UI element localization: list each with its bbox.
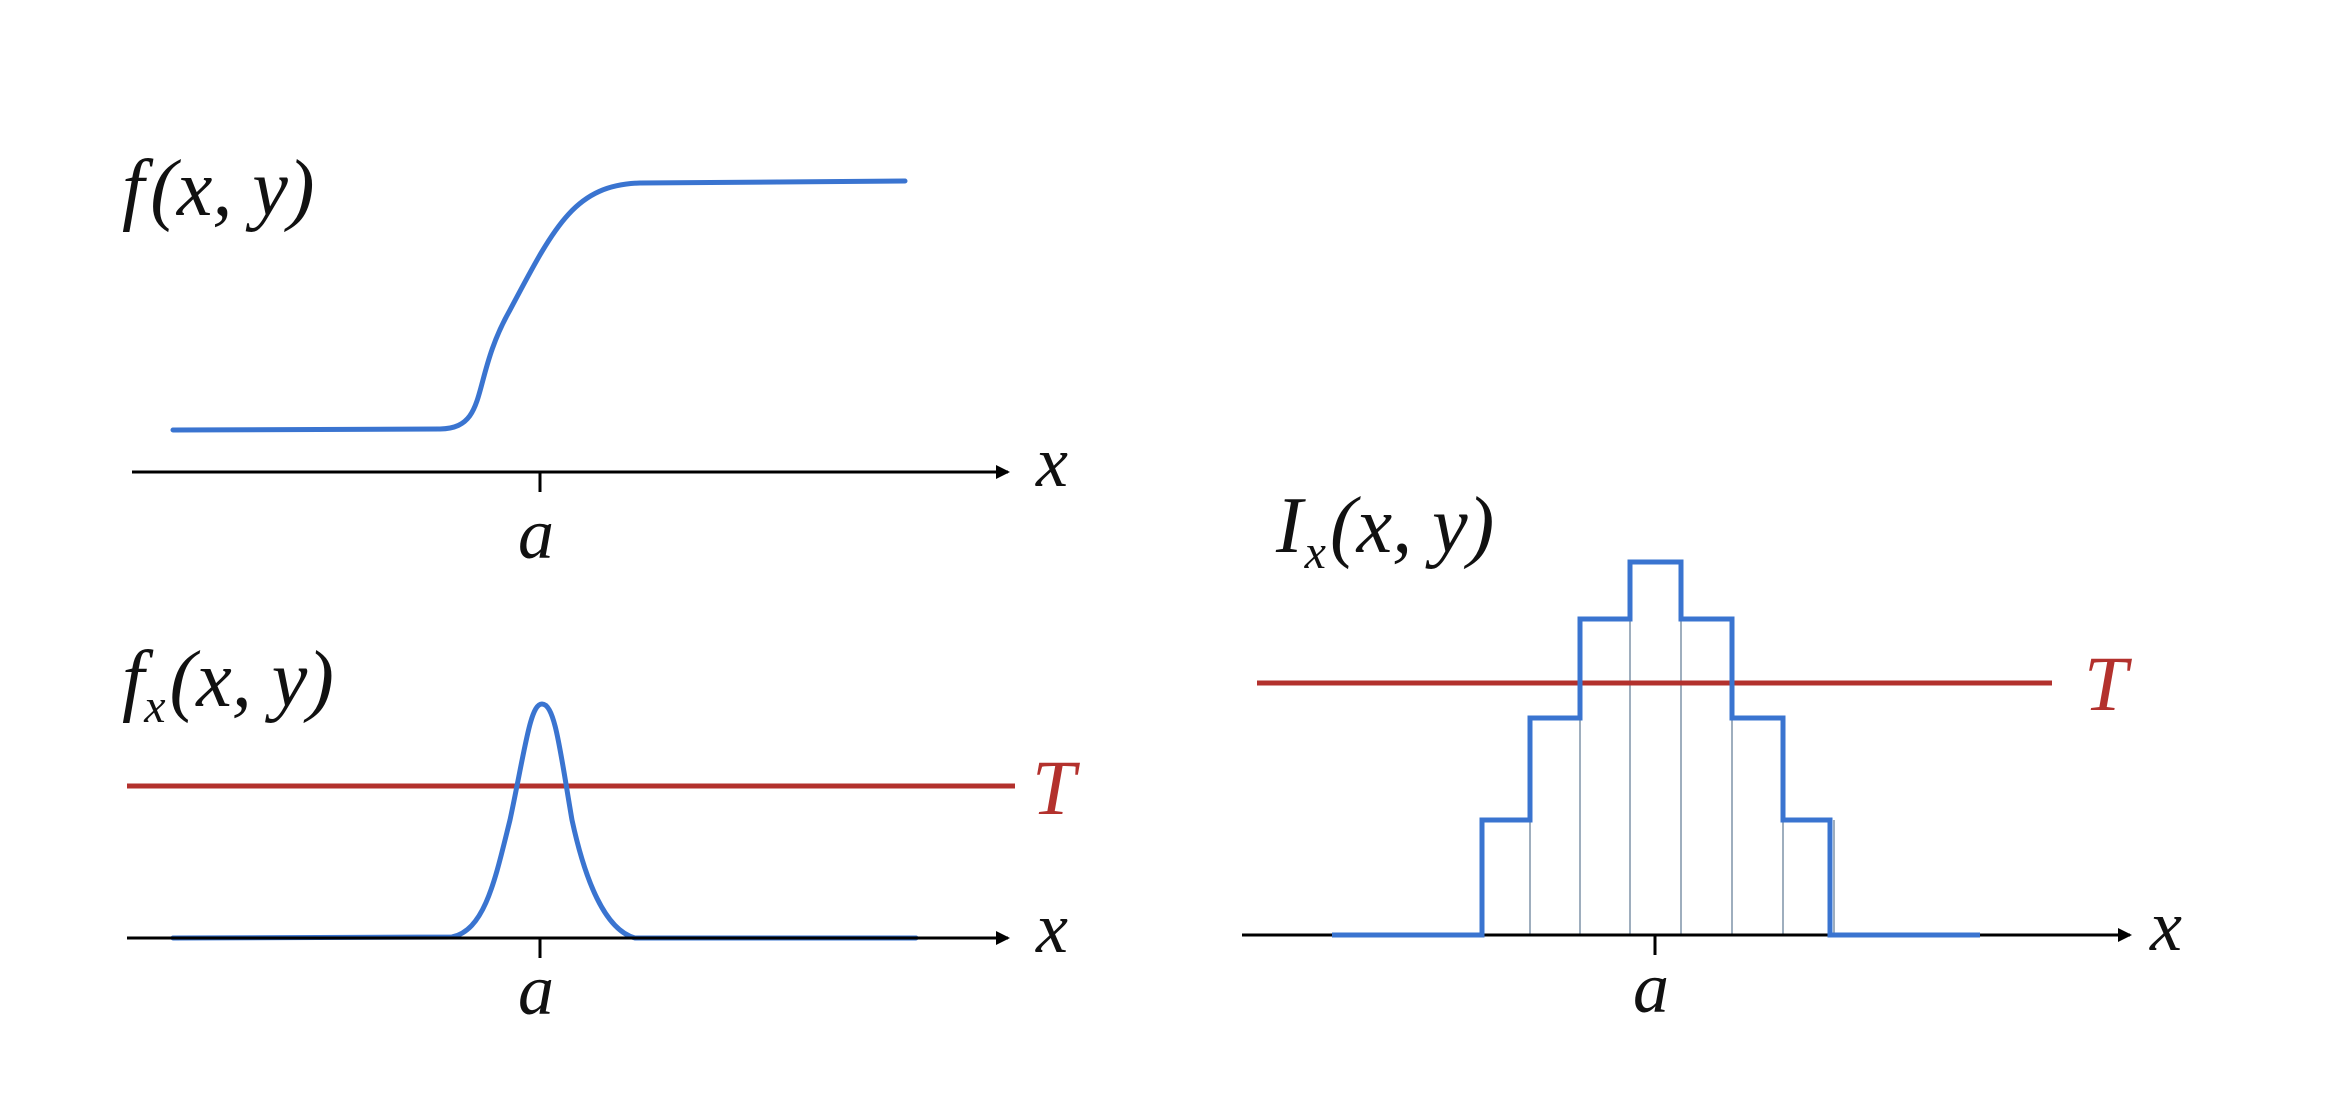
function-label: f(x, y)	[122, 145, 315, 233]
tick-label-a-bottom: a	[518, 950, 554, 1030]
x-axis-label-top: x	[1035, 422, 1068, 502]
panel-derivative: fx(x, y) T x a	[122, 636, 1080, 1030]
derivative-label-args: (x, y)	[170, 636, 334, 724]
panel-function: f(x, y) x a	[122, 145, 1068, 574]
pulse-curve	[170, 701, 919, 941]
derivative-label: fx(x, y)	[122, 636, 334, 733]
discrete-label-args: (x, y)	[1330, 482, 1494, 570]
x-axis-label-bottom: x	[1035, 888, 1068, 968]
discrete-label-fn: I	[1275, 482, 1306, 570]
threshold-label-right: T	[2084, 640, 2132, 727]
function-label-args: (x, y)	[150, 145, 314, 233]
discrete-label-sub: x	[1304, 526, 1326, 579]
tick-label-a-top: a	[518, 494, 554, 574]
panel-discrete: Ix(x, y) T x a	[1242, 482, 2182, 1028]
threshold-label-left: T	[1032, 744, 1080, 831]
tick-label-a-right: a	[1633, 948, 1669, 1028]
x-axis-label-right: x	[2149, 886, 2182, 966]
discrete-label: Ix(x, y)	[1275, 482, 1494, 579]
function-label-fn: f	[122, 145, 154, 233]
step-curve	[170, 178, 908, 433]
derivative-label-sub: x	[143, 680, 165, 733]
staircase-curve	[1332, 559, 1980, 938]
